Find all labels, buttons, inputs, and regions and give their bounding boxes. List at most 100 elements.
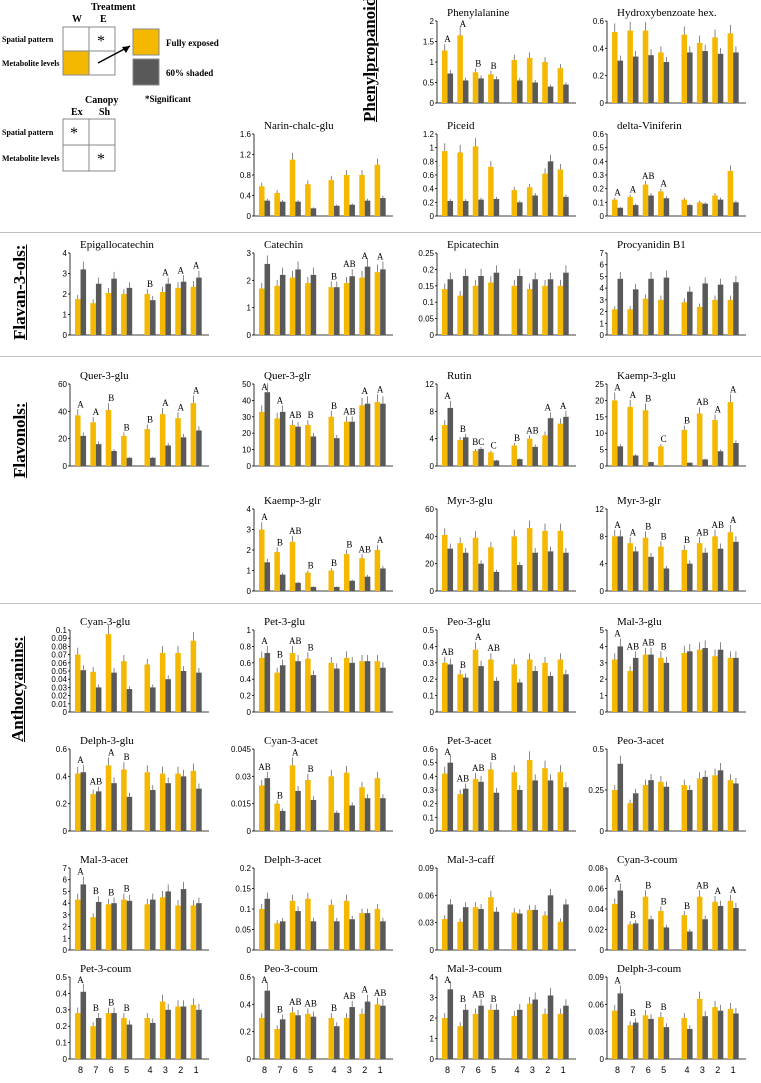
x-tick-label: 3 (530, 1065, 535, 1075)
x-tick-label: 1 (561, 1065, 566, 1075)
bar-exposed (696, 306, 703, 335)
significance-letter: AB (627, 641, 640, 651)
y-tick-label: 0 (63, 331, 68, 340)
bar-shaded (334, 921, 340, 950)
y-tick-label: 0.2 (423, 675, 435, 684)
x-tick-label: 1 (194, 1065, 199, 1075)
bar-shaded (126, 457, 133, 466)
bar-shaded (364, 1001, 371, 1059)
bar-exposed (526, 759, 533, 831)
bar-shaded (150, 790, 156, 831)
bar-exposed (511, 772, 518, 831)
bar-exposed (472, 779, 479, 831)
bar-shaded (80, 884, 87, 950)
significance-letter: A (377, 384, 384, 394)
significance-letter: A (277, 395, 284, 405)
legend-metab-label: Metabolite levels (2, 154, 60, 163)
bar-exposed (374, 1004, 381, 1059)
bar-exposed (359, 913, 365, 950)
y-tick-label: 10 (595, 429, 604, 438)
bar-exposed (328, 416, 335, 466)
legend-significant: *Significant (145, 94, 191, 104)
bar-exposed (511, 190, 518, 216)
y-tick-label: 0.09 (418, 864, 434, 873)
bar-shaded (478, 275, 484, 335)
bar-shaded (196, 672, 202, 712)
y-tick-label: 1 (600, 319, 605, 328)
bar-shaded (733, 1013, 739, 1059)
y-tick-label: 0.1 (240, 905, 252, 914)
bar-shaded (447, 548, 454, 591)
bar-shaded (126, 287, 133, 335)
bar-shaded (493, 198, 500, 216)
y-tick-label: 0.08 (588, 864, 604, 873)
chart-panel: Peo-3-coum 0 0.2 0.4 0.6 A 8 B 7 AB 6 AB 5 B 4 AB 3 A 2 AB 1 (232, 961, 397, 1077)
y-tick-label: 0.02 (51, 692, 67, 701)
bar-shaded (478, 666, 484, 712)
bar-exposed (557, 68, 564, 103)
legend-col-w: W (72, 14, 82, 25)
bar-exposed (90, 422, 96, 466)
chart-svg: Cyan-3-glu00.010.020.030.040.050.060.070… (51, 616, 209, 717)
bar-shaded (687, 790, 693, 831)
significance-letter: AB (487, 643, 500, 653)
bar-exposed (526, 57, 533, 103)
significance-letter: B (645, 394, 651, 404)
y-tick-label: 0.04 (588, 905, 604, 914)
bar-exposed (159, 1001, 166, 1059)
bar-shaded (663, 277, 670, 335)
significance-letter: AB (441, 647, 454, 657)
bar-exposed (627, 671, 633, 712)
y-tick-label: 0 (430, 708, 435, 717)
bar-shaded (493, 571, 500, 591)
y-tick-label: 0.06 (588, 1000, 604, 1009)
bar-shaded (334, 586, 340, 591)
y-tick-label: 0.05 (235, 926, 251, 935)
bar-exposed (442, 534, 448, 591)
bar-shaded (447, 200, 454, 216)
y-tick-label: 3 (247, 249, 252, 258)
bar-shaded (648, 195, 654, 216)
bar-exposed (289, 277, 296, 335)
bar-shaded (279, 810, 286, 831)
chart-panel: Pet-3-coum 0 0.1 0.2 0.3 0.4 0.5 A 8 B 7 B 6 B 5 4 3 2 1 (48, 961, 213, 1077)
chart-title: Pet-3-coum (80, 963, 132, 975)
y-tick-label: 0 (430, 1055, 435, 1064)
bar-exposed (511, 285, 518, 335)
bar-exposed (712, 420, 718, 466)
bar-shaded (717, 770, 724, 831)
bar-exposed (374, 272, 381, 335)
bar-exposed (105, 765, 112, 831)
bar-exposed (658, 446, 664, 466)
bar-shaded (632, 455, 639, 466)
y-tick-label: 0 (600, 462, 605, 471)
bar-shaded (150, 1022, 156, 1059)
significance-letter: AB (289, 997, 302, 1007)
bar-shaded (264, 562, 271, 591)
significance-letter: A (630, 527, 637, 537)
bar-exposed (627, 924, 633, 950)
significance-letter: A (377, 535, 384, 545)
bar-exposed (457, 295, 463, 335)
bar-exposed (542, 173, 548, 216)
y-tick-label: 0.01 (51, 700, 67, 709)
bar-shaded (126, 796, 133, 831)
bar-shaded (310, 800, 317, 831)
chart-panel: Quer-3-glr 0 10 20 30 40 50 A A AB B B AB A A (232, 368, 397, 472)
y-tick-label: 0.4 (423, 642, 435, 651)
bar-exposed (658, 52, 664, 103)
x-tick-label: 6 (109, 1065, 114, 1075)
significance-letter: AB (289, 526, 302, 536)
bar-shaded (334, 438, 340, 466)
bar-exposed (557, 423, 564, 466)
legend-swatch-shaded (132, 58, 160, 86)
bar-shaded (648, 780, 654, 831)
y-tick-label: 0 (600, 827, 605, 836)
bar-exposed (681, 302, 688, 335)
bar-shaded (648, 919, 654, 950)
bar-exposed (681, 1018, 688, 1059)
chart-title: Mal-3-glu (617, 616, 662, 628)
bar-shaded (165, 283, 171, 335)
bar-exposed (90, 1026, 96, 1059)
